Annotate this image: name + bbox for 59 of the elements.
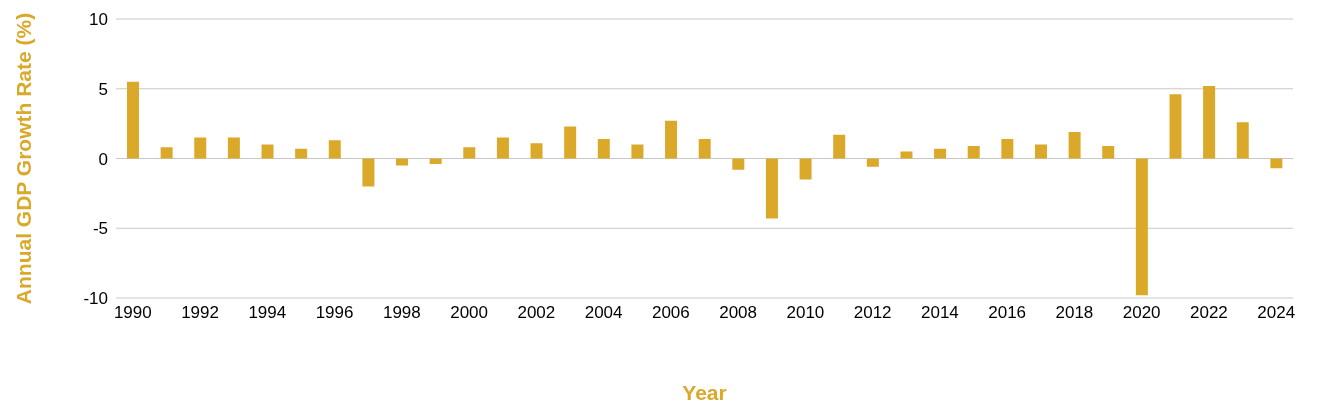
bar xyxy=(463,147,476,159)
x-tick-label: 2012 xyxy=(853,303,892,323)
x-tick-label: 2022 xyxy=(1190,303,1228,323)
bar xyxy=(127,81,139,159)
x-tick-label: 2010 xyxy=(786,303,825,323)
x-tick-label: 1996 xyxy=(315,303,354,323)
bar xyxy=(597,138,610,159)
bar xyxy=(698,138,711,159)
bar xyxy=(1034,144,1047,159)
bar xyxy=(1270,158,1283,169)
bar xyxy=(429,158,442,165)
y-tick-label: 10 xyxy=(89,10,108,30)
bar xyxy=(1068,132,1081,159)
x-tick-label: 2016 xyxy=(988,303,1027,323)
bar xyxy=(967,145,980,159)
x-tick-label: 1992 xyxy=(181,303,219,323)
y-tick-label: 0 xyxy=(98,149,108,169)
bar xyxy=(1001,138,1014,159)
bar xyxy=(665,120,678,159)
bar xyxy=(732,158,745,170)
bar xyxy=(631,144,644,159)
bar xyxy=(1102,145,1115,159)
bar xyxy=(866,158,879,167)
x-tick-label: 2000 xyxy=(450,303,489,323)
bar xyxy=(1236,122,1249,159)
x-tick-label: 2002 xyxy=(517,303,556,323)
bar xyxy=(328,140,341,159)
x-tick-label: 1998 xyxy=(382,303,421,323)
y-axis-title: Annual GDP Growth Rate (%) xyxy=(12,12,36,305)
bar xyxy=(295,148,308,159)
x-tick-label: 2018 xyxy=(1055,303,1094,323)
y-tick-label: 5 xyxy=(98,79,108,99)
x-tick-label: 2008 xyxy=(719,303,758,323)
bar xyxy=(765,158,778,219)
x-tick-label: 2014 xyxy=(920,303,959,323)
bar xyxy=(530,143,543,159)
bar xyxy=(799,158,812,180)
bar xyxy=(194,137,207,159)
bar xyxy=(227,137,240,159)
bar xyxy=(362,158,375,187)
x-tick-label: 2024 xyxy=(1257,303,1296,323)
x-tick-label: 1990 xyxy=(113,303,152,323)
x-tick-label: 1994 xyxy=(248,303,287,323)
x-tick-label: 2006 xyxy=(651,303,690,323)
y-tick-label: -5 xyxy=(92,219,108,239)
x-tick-label: 2004 xyxy=(584,303,623,323)
bar xyxy=(833,134,846,159)
bar xyxy=(1169,94,1182,159)
bar xyxy=(496,137,509,159)
y-tick-label: -10 xyxy=(83,289,108,309)
bar xyxy=(900,151,913,159)
bar xyxy=(1135,158,1148,296)
x-axis-title: Year xyxy=(682,381,727,404)
bar xyxy=(934,148,947,159)
bar xyxy=(1203,85,1216,159)
bar xyxy=(160,147,173,159)
bar xyxy=(564,126,577,159)
x-tick-label: 2020 xyxy=(1122,303,1161,323)
bar xyxy=(261,144,274,159)
